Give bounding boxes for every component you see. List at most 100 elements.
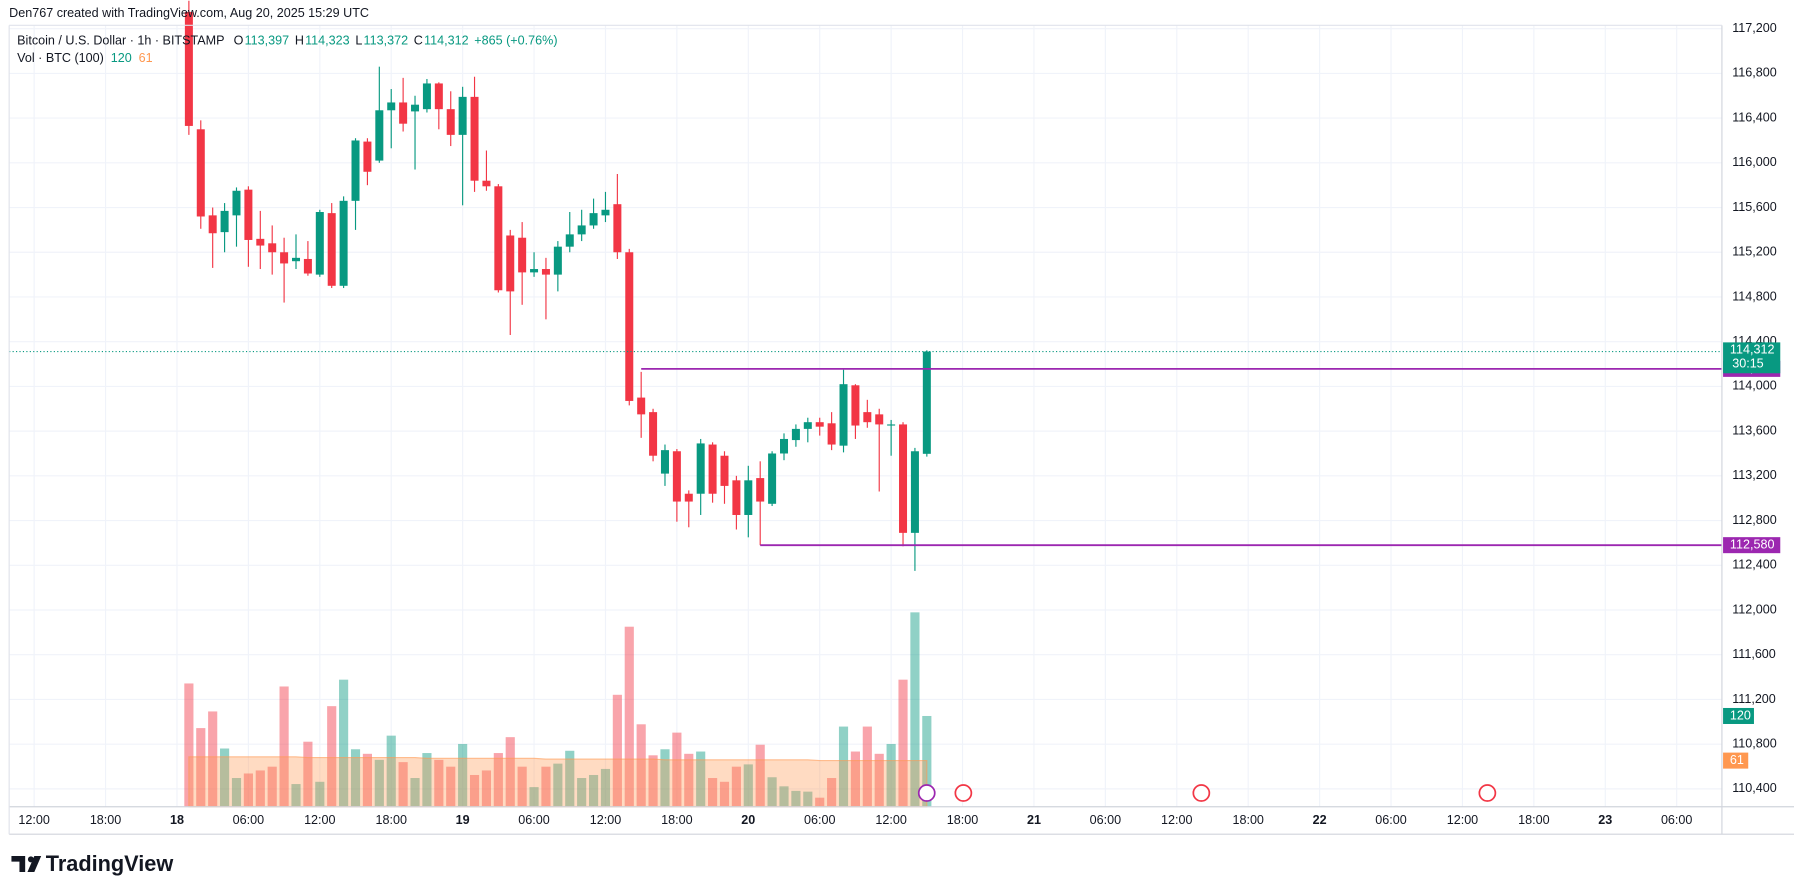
volume-ma-label: 61 [1730,753,1744,767]
volume-bar [315,781,325,807]
y-tick-label: 111,200 [1732,692,1776,706]
x-tick-label: 12:00 [18,813,49,827]
candle-body [732,480,741,515]
volume-bar [612,694,622,807]
candle-body [863,412,872,423]
candle-body [232,190,241,216]
candle-body [327,213,336,286]
volume-bar [541,766,551,807]
candle-body [351,140,360,201]
x-tick-label: 06:00 [1375,813,1406,827]
candle-body [839,384,848,446]
y-tick-label: 116,800 [1732,66,1777,80]
y-tick-label: 117,200 [1732,21,1777,35]
candle-body [684,493,693,502]
candle-body [887,424,896,426]
candle-body [660,450,669,474]
candle-body [779,438,789,454]
volume-bar [743,764,753,807]
last-price-label: 114,312 [1730,343,1775,357]
countdown: 30:15 [1732,356,1763,370]
candle-body [411,104,420,112]
volume-ma-area [188,756,928,808]
volume-bar [529,787,539,807]
volume-pane [184,612,932,808]
volume-bar [779,786,789,807]
legend-value: 114,312 [424,34,469,48]
candle-body [720,455,729,486]
volume-bar [684,753,694,807]
volume-bar [279,686,289,807]
candle-body [613,204,622,253]
candle-body [387,102,396,111]
candle-body [494,186,503,291]
candle-body [363,141,372,172]
candle-body [422,83,431,110]
candle-body [672,451,681,502]
candle-body [696,443,705,494]
event-flag[interactable] [1478,784,1497,802]
volume-bar [267,766,277,807]
x-tick-label: 18:00 [1232,813,1263,827]
event-icon[interactable] [917,784,936,802]
candle-body [291,257,301,262]
x-tick-label: 12:00 [875,813,906,827]
x-tick-label: 19 [456,813,470,827]
level-label: 112,580 [1730,537,1775,551]
candle-body [470,96,479,181]
legend-change: +865 (+0.76%) [474,34,557,48]
volume-bar [660,749,670,807]
event-flag[interactable] [1192,784,1211,802]
volume-bar [481,770,492,807]
volume-label: 120 [1730,708,1751,722]
volume-bar [648,755,658,807]
volume-bar [767,777,777,807]
volume-bar [791,790,801,807]
volume-bar [184,683,194,807]
x-tick-label: 06:00 [804,813,835,827]
y-tick-label: 113,600 [1732,423,1777,437]
candle-body [899,424,908,533]
volume-bar [458,743,468,807]
legend-value: 113,397 [245,34,290,48]
candle-body [756,478,765,502]
volume-bar [838,726,849,807]
candle-body [530,269,539,273]
volume-bar [803,791,813,807]
volume-bar [208,711,218,807]
volume-bar [672,732,682,807]
candle-body [315,212,324,275]
x-tick-label: 23 [1598,813,1612,827]
volume-bar [874,753,884,807]
attribution: Den767 created with TradingView.com, Aug… [9,6,369,20]
volume-bar [505,737,515,807]
candle-body [815,422,824,427]
x-tick-label: 18:00 [375,813,406,827]
volume-bar [291,784,301,807]
event-flag[interactable] [954,784,973,802]
volume-bar [255,770,265,807]
x-tick-label: 06:00 [233,813,264,827]
volume-bar [362,753,372,807]
y-tick-label: 113,200 [1732,468,1777,482]
candle-body [339,200,348,286]
volume-bar [553,763,563,807]
volume-ma-label-bg [1723,752,1749,769]
event-flags [917,784,1497,802]
volume-bar [327,706,337,807]
y-tick-label: 110,800 [1732,736,1777,750]
volume-bar [886,743,896,807]
candle-body [196,129,205,217]
volume-bar [434,759,444,807]
candle-body [827,423,836,445]
y-tick-label: 115,200 [1732,245,1777,259]
volume-bar [410,778,420,807]
y-tick-label: 112,400 [1732,558,1777,572]
x-tick-label: 12:00 [1161,813,1192,827]
candle-body [768,453,777,504]
volume-bar [196,728,206,807]
candle-body [280,252,289,264]
candle-body [482,180,491,187]
